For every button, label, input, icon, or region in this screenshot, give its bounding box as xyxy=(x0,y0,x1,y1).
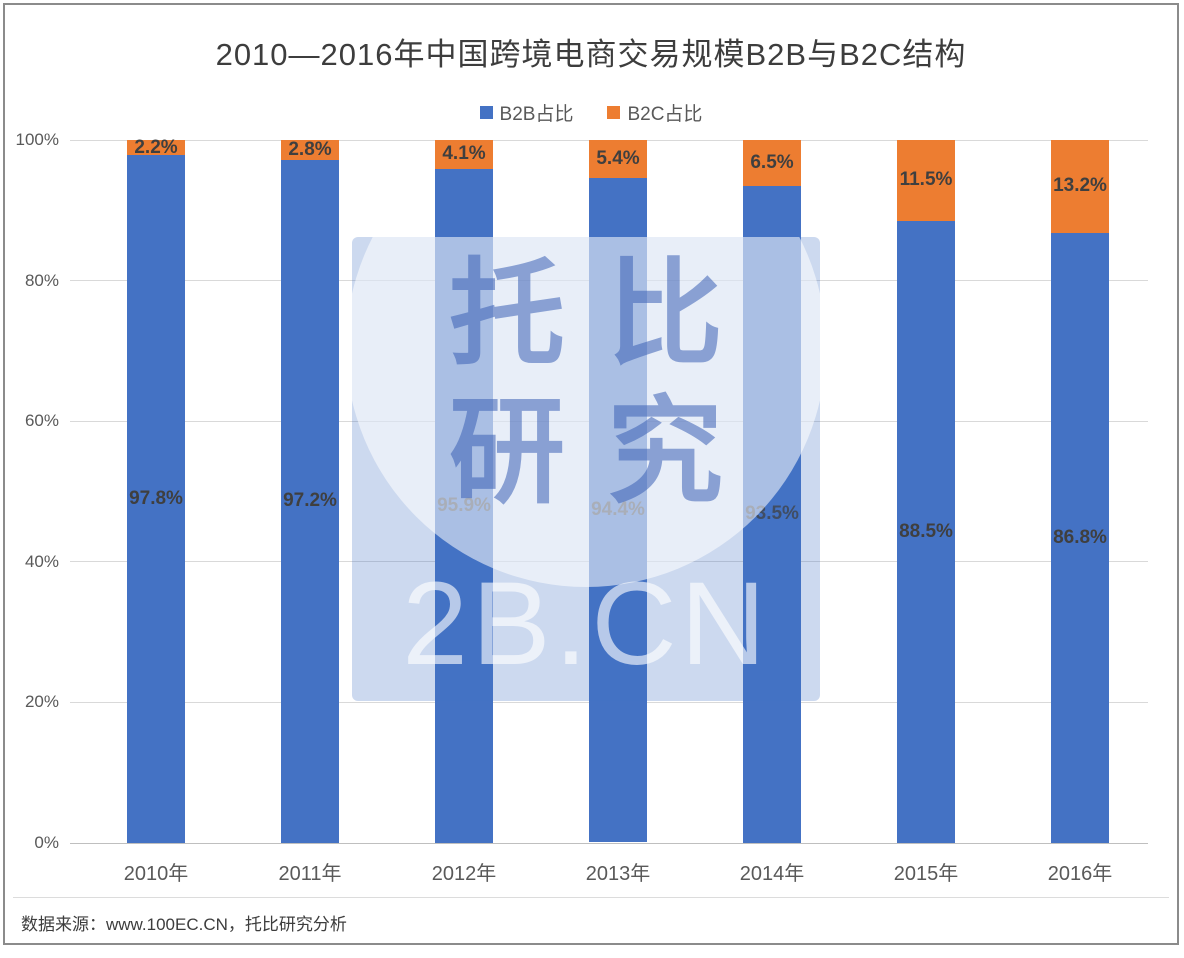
chart-frame: 2010—2016年中国跨境电商交易规模B2B与B2C结构 B2B占比 B2C占… xyxy=(3,3,1179,945)
x-axis-tick-2012年: 2012年 xyxy=(431,863,497,885)
bar-segment-b2c-2012年 xyxy=(435,140,493,169)
y-axis-tick-80%: 80% xyxy=(24,270,59,290)
bar-2015年 xyxy=(897,140,955,843)
data-label-b2c-2010年: 2.2% xyxy=(134,136,178,158)
legend-item-b2c: B2C占比 xyxy=(607,99,702,126)
x-axis-tick-2010年: 2010年 xyxy=(123,863,189,885)
bar-2013年 xyxy=(589,140,647,843)
bar-segment-b2b-2010年 xyxy=(127,155,185,843)
bar-2014年 xyxy=(743,140,801,843)
x-axis-tick-2013年: 2013年 xyxy=(585,863,651,885)
legend-label-b2c: B2C占比 xyxy=(627,104,703,125)
bar-segment-b2b-2011年 xyxy=(281,159,339,843)
gridline-0% xyxy=(70,842,1148,844)
data-label-b2b-2012年: 95.9% xyxy=(437,494,491,516)
bar-2012年 xyxy=(435,140,493,843)
data-label-b2b-2010年: 97.8% xyxy=(129,488,183,510)
data-source-note: 数据来源：www.100EC.CN，托比研究分析 xyxy=(21,915,347,934)
bar-segment-b2c-2010年 xyxy=(127,140,185,156)
data-label-b2c-2013年: 5.4% xyxy=(596,147,640,169)
bar-segment-b2c-2014年 xyxy=(743,140,801,186)
y-axis-tick-20%: 20% xyxy=(24,692,59,712)
y-axis-tick-60%: 60% xyxy=(24,411,59,431)
legend-swatch-b2c-icon xyxy=(607,106,621,119)
data-label-b2c-2015年: 11.5% xyxy=(899,169,953,191)
legend-item-b2b: B2B占比 xyxy=(479,99,574,126)
y-axis-tick-40%: 40% xyxy=(24,551,59,571)
bar-2016年 xyxy=(1051,140,1109,843)
data-label-b2b-2014年: 93.5% xyxy=(745,503,799,525)
bar-segment-b2c-2015年 xyxy=(897,140,955,221)
data-label-b2b-2013年: 94.4% xyxy=(591,498,645,520)
x-axis-tick-2014年: 2014年 xyxy=(739,863,805,885)
legend-swatch-b2b-icon xyxy=(479,106,493,119)
x-axis-tick-2015年: 2015年 xyxy=(893,863,959,885)
legend-label-b2b: B2B占比 xyxy=(499,104,574,125)
bar-segment-b2b-2016年 xyxy=(1051,232,1109,843)
bar-segment-b2c-2016年 xyxy=(1051,140,1109,233)
data-label-b2c-2012年: 4.1% xyxy=(442,143,486,165)
bar-segment-b2b-2015年 xyxy=(897,220,955,843)
x-axis-tick-2011年: 2011年 xyxy=(278,863,342,885)
bar-segment-b2c-2013年 xyxy=(589,140,647,178)
data-label-b2b-2015年: 88.5% xyxy=(899,520,953,542)
bar-segment-b2c-2011年 xyxy=(281,140,339,160)
data-label-b2c-2016年: 13.2% xyxy=(1053,175,1107,197)
footer-separator xyxy=(13,897,1169,898)
x-axis-tick-2016年: 2016年 xyxy=(1047,863,1113,885)
legend: B2B占比 B2C占比 xyxy=(5,99,1177,126)
bar-2010年 xyxy=(127,140,185,843)
data-label-b2c-2014年: 6.5% xyxy=(750,151,794,173)
plot-area: 2.2% 97.8% 2.8% 97.2% 4.1% 95.9% 5.4% 94.4% 6.5%… xyxy=(70,136,1148,844)
data-label-b2b-2011年: 97.2% xyxy=(283,490,337,512)
y-axis-tick-0%: 0% xyxy=(34,833,59,852)
data-label-b2b-2016年: 86.8% xyxy=(1053,526,1107,548)
y-axis-tick-100%: 100% xyxy=(15,130,59,149)
chart-title: 2010—2016年中国跨境电商交易规模B2B与B2C结构 xyxy=(215,37,967,72)
bar-2011年 xyxy=(281,140,339,843)
data-label-b2c-2011年: 2.8% xyxy=(288,138,332,160)
